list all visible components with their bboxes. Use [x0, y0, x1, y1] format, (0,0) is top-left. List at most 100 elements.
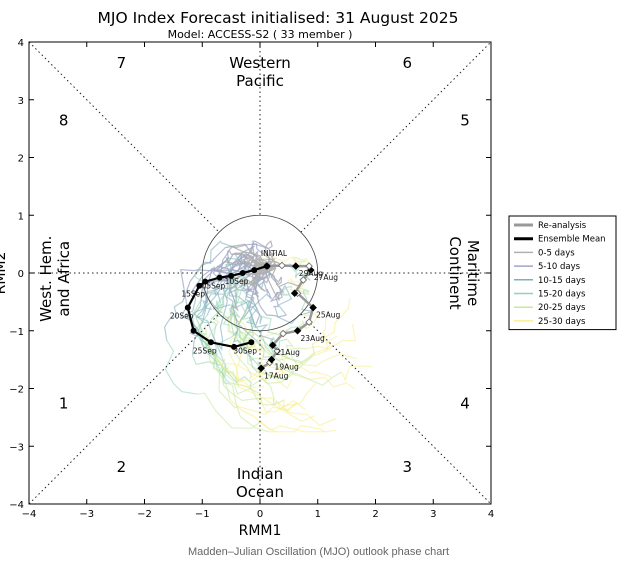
ensemble-mean-point — [184, 304, 191, 311]
ensemble-member-segment — [272, 292, 279, 309]
legend-label: 10-15 days — [538, 276, 586, 286]
ensemble-member-segment — [288, 365, 332, 378]
ensemble-member-segment — [228, 281, 256, 326]
y-tick-label: −4 — [9, 500, 24, 511]
ensemble-member-segment — [203, 253, 249, 303]
region-label-top: Western — [229, 54, 291, 72]
ensemble-mean-point — [248, 339, 255, 346]
ensemble-member-segment — [229, 275, 241, 308]
ensemble-member-segment — [266, 265, 282, 286]
ensemble-member-segment — [238, 386, 316, 422]
ensemble-mean-point — [239, 270, 246, 276]
ensemble-member-segment — [260, 420, 325, 433]
y-tick-label: 4 — [18, 38, 24, 49]
chart-title: MJO Index Forecast initialised: 31 Augus… — [98, 9, 459, 27]
legend-label: 25-30 days — [538, 317, 586, 327]
ensemble-member-segment — [229, 383, 270, 433]
ensemble-member-segment — [269, 425, 336, 433]
ensemble-member-segment — [238, 370, 266, 381]
y-axis-label: RMM2 — [0, 252, 9, 295]
x-axis-label: RMM1 — [239, 523, 282, 539]
phase-number: 5 — [460, 112, 470, 130]
ensemble-member-segment — [260, 315, 302, 336]
reanalysis-point — [278, 261, 286, 270]
ensemble-member-segment — [254, 357, 297, 376]
ensemble-member-segment — [209, 280, 222, 304]
ensemble-mean-point — [196, 282, 203, 289]
ensemble-mean-date-label: 05Sep — [202, 282, 226, 291]
ensemble-member-segment — [285, 338, 307, 350]
ensemble-member-segment — [197, 392, 262, 429]
reanalysis-point — [305, 262, 313, 270]
y-tick-label: 2 — [18, 154, 24, 165]
ensemble-member-segment — [254, 345, 293, 390]
ensemble-member-segment — [227, 251, 268, 267]
legend-label: Ensemble Mean — [538, 235, 606, 245]
ensemble-member-segment — [228, 325, 239, 339]
ensemble-member-segment — [217, 361, 257, 394]
ensemble-member-segment — [216, 269, 232, 296]
reanalysis-date-label: 25Aug — [316, 311, 340, 320]
region-label-top: Pacific — [236, 72, 284, 90]
ensemble-member-segment — [197, 336, 216, 356]
phase-number: 8 — [59, 112, 69, 130]
ensemble-member-segment — [277, 354, 286, 378]
ensemble-member-segment — [195, 277, 225, 319]
ensemble-member-segment — [222, 304, 241, 326]
chart-text: MJO Index Forecast initialised: 31 Augus… — [0, 9, 482, 539]
region-label-left: West. Hem. — [37, 236, 55, 322]
ensemble-member-segment — [237, 353, 282, 382]
x-tick-label: 1 — [315, 509, 321, 520]
reanalysis-date-label: 21Aug — [276, 348, 300, 357]
reanalysis-point — [293, 326, 302, 335]
reanalysis-date-label: INITIAL — [261, 249, 288, 258]
reanalysis-point — [268, 341, 277, 349]
ensemble-member-segment — [243, 347, 287, 381]
reanalysis-point — [257, 364, 265, 373]
x-tick-label: 4 — [488, 509, 494, 520]
reanalysis-date-label: 23Aug — [301, 334, 325, 343]
x-tick-label: −4 — [22, 509, 37, 520]
ensemble-member-segment — [306, 323, 357, 350]
ensemble-member-segment — [282, 399, 337, 427]
ensemble-member-segment — [287, 278, 307, 291]
legend: Re-analysis Ensemble Mean 0-5 days 5-10 day… — [508, 215, 617, 331]
ensemble-member-segment — [214, 354, 240, 388]
reanalysis-point — [305, 318, 313, 326]
reanalysis-point — [273, 347, 282, 355]
ensemble-member-segment — [312, 298, 351, 345]
region-label-left: and Africa — [55, 241, 73, 317]
ensemble-member-segment — [237, 403, 298, 416]
legend-label: 0-5 days — [538, 248, 575, 258]
ensemble-member-segment — [217, 300, 228, 351]
x-tick-label: −3 — [79, 509, 94, 520]
ensemble-mean-date-label: 15Sep — [181, 290, 205, 299]
ensemble-member-segment — [195, 294, 222, 355]
ensemble-member-segment — [229, 399, 277, 433]
x-tick-label: −2 — [137, 509, 152, 520]
region-label-right: Continent — [446, 236, 464, 309]
reanalysis-date-label: 27Aug — [314, 273, 338, 282]
ensemble-member-segment — [248, 242, 273, 269]
ensemble-member-segment — [252, 293, 268, 325]
ensemble-mean-point — [251, 267, 258, 274]
chart-subtitle: Model: ACCESS-S2 ( 33 member ) — [168, 28, 353, 41]
phase-number: 1 — [59, 395, 69, 413]
x-tick-label: −1 — [195, 509, 210, 520]
ensemble-member-segment — [285, 370, 342, 386]
ensemble-member-segment — [258, 304, 287, 318]
ensemble-mean-date-label: 25Sep — [193, 346, 217, 355]
ensemble-mean-date-label: 20Sep — [170, 312, 194, 321]
y-tick-label: −3 — [9, 442, 24, 453]
region-label-bottom: Ocean — [236, 483, 284, 501]
ensemble-mean-point — [202, 278, 209, 285]
reanalysis-point — [309, 303, 317, 312]
region-label-bottom: Indian — [237, 465, 283, 483]
ensemble-member-segment — [218, 358, 238, 409]
ensemble-member-segment — [210, 279, 235, 320]
reanalysis-point — [290, 289, 299, 297]
reanalysis-point — [267, 355, 276, 364]
ensemble-member-segment — [228, 335, 245, 383]
